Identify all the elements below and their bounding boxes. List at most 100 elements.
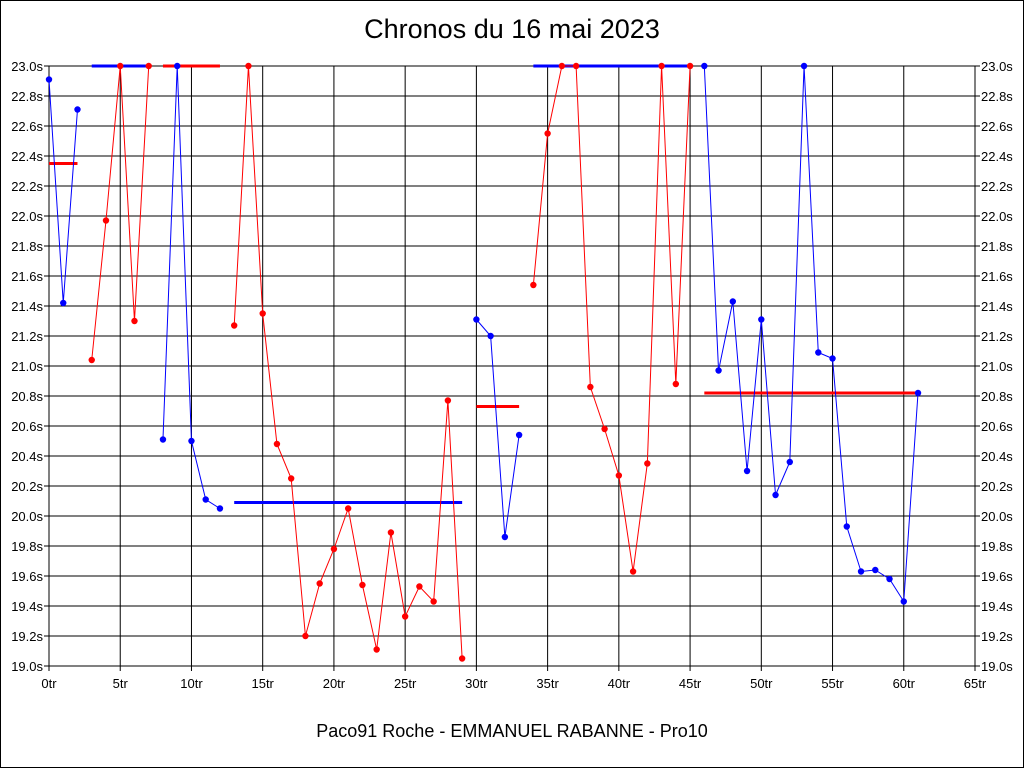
- data-point: [287, 475, 295, 482]
- data-point: [758, 316, 765, 323]
- data-point: [857, 568, 865, 575]
- y-tick-label: 19.0s: [11, 659, 43, 674]
- series-line: [233, 65, 463, 659]
- data-point: [672, 380, 680, 388]
- y-tick-label: 20.4s: [11, 449, 43, 464]
- x-tick-label: 40tr: [608, 676, 631, 691]
- data-point: [202, 496, 209, 503]
- data-point: [216, 505, 224, 512]
- data-point: [259, 310, 266, 317]
- grid: [44, 65, 980, 671]
- series-line: [532, 65, 691, 572]
- x-tick-label: 50tr: [750, 676, 773, 691]
- y-tick-label: 20.8s: [11, 389, 43, 404]
- series-line: [703, 65, 919, 604]
- y-tick-label-right: 21.6s: [981, 269, 1013, 284]
- y-tick-label-right: 23.0s: [981, 59, 1013, 74]
- data-point: [572, 62, 580, 70]
- data-point: [743, 467, 751, 475]
- y-tick-label: 23.0s: [11, 59, 43, 74]
- y-tick-label-right: 22.4s: [981, 149, 1013, 164]
- y-tick-label-right: 20.4s: [981, 449, 1013, 464]
- data-point: [430, 598, 437, 605]
- y-tick-label-right: 21.4s: [981, 299, 1013, 314]
- data-point: [88, 356, 95, 364]
- y-tick-label-right: 19.4s: [981, 599, 1013, 614]
- data-point: [644, 460, 651, 467]
- y-tick-label: 22.2s: [11, 179, 43, 194]
- data-point: [515, 431, 523, 439]
- x-tick-label: 10tr: [180, 676, 203, 691]
- y-tick-label-right: 19.6s: [981, 569, 1013, 584]
- x-tick-label: 65tr: [964, 676, 987, 691]
- data-point: [458, 655, 466, 662]
- data-point: [273, 440, 281, 448]
- data-point: [544, 130, 551, 137]
- data-point: [530, 281, 537, 289]
- y-tick-label-right: 19.0s: [981, 659, 1013, 674]
- data-point: [344, 505, 352, 512]
- data-point: [772, 491, 779, 499]
- chart-footer: Paco91 Roche - EMMANUEL RABANNE - Pro10: [316, 721, 708, 741]
- y-tick-label: 21.6s: [11, 269, 43, 284]
- x-tick-label: 15tr: [251, 676, 274, 691]
- x-tick-label: 0tr: [41, 676, 57, 691]
- data-point: [701, 62, 708, 70]
- data-point: [102, 217, 110, 224]
- y-tick-label: 22.4s: [11, 149, 43, 164]
- data-point: [117, 62, 124, 70]
- data-point: [401, 613, 409, 620]
- y-tick-label-right: 21.8s: [981, 239, 1013, 254]
- series-points: [45, 62, 922, 662]
- y-tick-label-right: 19.2s: [981, 629, 1013, 644]
- series-line: [48, 79, 78, 304]
- series-lines: [48, 65, 919, 659]
- x-tick-label: 30tr: [465, 676, 488, 691]
- data-point: [245, 62, 252, 70]
- data-point: [359, 581, 366, 589]
- data-point: [829, 355, 836, 362]
- data-point: [914, 389, 922, 397]
- y-tick-label: 20.0s: [11, 509, 43, 524]
- y-tick-label: 21.4s: [11, 299, 43, 314]
- data-point: [444, 397, 452, 404]
- y-tick-label-right: 22.6s: [981, 119, 1013, 134]
- y-tick-label-right: 20.8s: [981, 389, 1013, 404]
- data-point: [74, 106, 81, 113]
- data-point: [501, 533, 509, 541]
- data-point: [131, 317, 138, 325]
- data-point: [601, 425, 608, 433]
- y-tick-label-right: 22.0s: [981, 209, 1013, 224]
- data-point: [815, 349, 822, 356]
- tick-labels: 0tr 5tr 10tr 15tr 20tr 25tr 30tr 35tr 40tr 45tr 50…: [11, 59, 1013, 691]
- data-point: [145, 62, 152, 70]
- y-tick-label: 22.8s: [11, 89, 43, 104]
- data-point: [800, 62, 808, 70]
- y-tick-label: 19.4s: [11, 599, 43, 614]
- data-point: [786, 458, 793, 466]
- y-tick-label: 22.0s: [11, 209, 43, 224]
- y-tick-label-right: 20.2s: [981, 479, 1013, 494]
- data-point: [473, 316, 480, 323]
- y-tick-label: 20.6s: [11, 419, 43, 434]
- data-point: [558, 62, 566, 70]
- data-point: [231, 322, 238, 329]
- y-tick-label: 20.2s: [11, 479, 43, 494]
- data-point: [729, 298, 737, 305]
- y-tick-label: 19.2s: [11, 629, 43, 644]
- data-point: [587, 383, 594, 391]
- data-point: [60, 299, 67, 307]
- data-point: [629, 568, 637, 575]
- y-tick-label-right: 20.6s: [981, 419, 1013, 434]
- x-tick-label: 35tr: [536, 676, 559, 691]
- data-point: [658, 62, 665, 70]
- y-tick-label-right: 19.8s: [981, 539, 1013, 554]
- data-point: [487, 332, 494, 340]
- data-point: [886, 575, 893, 583]
- data-point: [615, 472, 623, 479]
- x-tick-label: 60tr: [893, 676, 916, 691]
- data-point: [373, 646, 380, 653]
- y-tick-label: 19.6s: [11, 569, 43, 584]
- y-tick-label: 21.8s: [11, 239, 43, 254]
